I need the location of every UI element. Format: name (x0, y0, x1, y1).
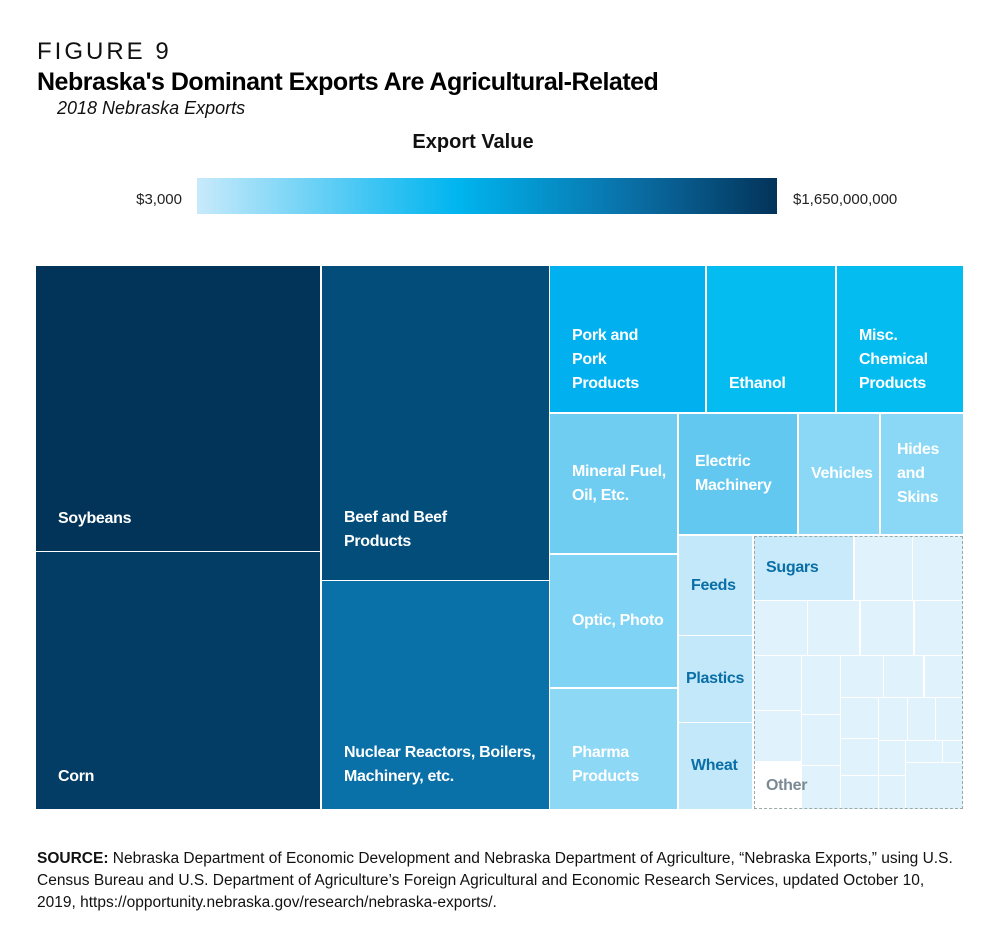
source-note: SOURCE: Nebraska Department of Economic … (37, 848, 967, 914)
treemap-cell-other-item (906, 741, 942, 762)
treemap-cell-wheat: Wheat (679, 723, 752, 809)
treemap-cell-other-item (943, 741, 963, 762)
legend-max-label: $1,650,000,000 (793, 191, 898, 208)
legend-gradient (197, 178, 777, 214)
treemap-cell-pharma-products: Pharma Products (550, 689, 677, 809)
cell-label: Sugars (766, 559, 819, 576)
cell-label: Hides and Skins (897, 441, 940, 506)
treemap-cell-other-item (802, 715, 840, 765)
treemap-cell-plastics: Plastics (679, 636, 752, 722)
chart-title: Nebraska's Dominant Exports Are Agricult… (37, 68, 659, 96)
legend-min-label: $3,000 (136, 191, 182, 208)
treemap-cell-electric-machinery: Electric Machinery (679, 414, 797, 534)
cell-label: Electric Machinery (695, 453, 772, 494)
cell-label: Plastics (686, 670, 745, 687)
treemap-cell-ethanol: Ethanol (707, 266, 835, 412)
treemap-cell-beef-and-beef-products: Beef and Beef Products (322, 266, 549, 580)
cell-label: Vehicles (811, 465, 873, 482)
cell-label: Pork and Pork Products (572, 327, 639, 392)
treemap-cell-other-item (754, 656, 801, 710)
treemap-cell-other-item (841, 698, 878, 738)
treemap-cell-other-item (855, 536, 912, 600)
treemap-cell-hides-and-skins: Hides and Skins (881, 414, 963, 534)
treemap-cell-other-item (936, 698, 963, 740)
treemap-cell-other-item (879, 698, 907, 740)
source-text: Nebraska Department of Economic Developm… (37, 850, 953, 911)
treemap-cell-soybeans: Soybeans (36, 266, 320, 551)
treemap-cell-other-item (841, 739, 878, 775)
treemap-cell-feeds: Feeds (679, 536, 752, 635)
treemap-cell-other-item (841, 656, 883, 697)
treemap-cell-other-item (861, 601, 913, 655)
cell-label: Nuclear Reactors, Boilers, Machinery, etc… (344, 744, 536, 785)
cell-label: Wheat (691, 757, 738, 774)
treemap-cell-nuclear-reactors-boilers-machinery-etc: Nuclear Reactors, Boilers, Machinery, etc… (322, 581, 549, 809)
treemap-cell-other: Other (754, 762, 807, 809)
treemap-cell-optic-photo: Optic, Photo (550, 555, 677, 687)
cell-label: Feeds (691, 576, 736, 594)
cell-label: Pharma Products (572, 744, 639, 785)
cell-label: Misc. Chemical Products (859, 327, 928, 392)
treemap-cell-other-item (884, 656, 923, 697)
treemap-cell-mineral-fuel-oil-etc: Mineral Fuel, Oil, Etc. (550, 414, 677, 553)
treemap-cell-other-item (915, 601, 963, 655)
treemap-cell-other-item (754, 711, 801, 761)
treemap-cell-other-item (879, 776, 905, 809)
chart-subtitle: 2018 Nebraska Exports (57, 98, 246, 118)
cell-label: Optic, Photo (572, 612, 664, 629)
cell-label: Ethanol (729, 375, 786, 392)
cell-label: Corn (58, 768, 95, 785)
treemap-cell-other-item (913, 536, 963, 600)
treemap-cell-corn: Corn (36, 552, 320, 809)
treemap-cell-other-item (906, 763, 963, 809)
treemap-cell-other-item (808, 601, 859, 655)
cell-label: Soybeans (58, 510, 132, 527)
figure-label: FIGURE 9 (37, 38, 172, 65)
treemap-cell-vehicles: Vehicles (799, 414, 879, 534)
cell-label: Other (766, 776, 808, 794)
treemap-cell-other-item (908, 698, 935, 740)
cell-label: Mineral Fuel, Oil, Etc. (572, 462, 666, 504)
treemap-cell-sugars: Sugars (754, 536, 853, 600)
treemap-cell-pork-and-pork-products: Pork and Pork Products (550, 266, 705, 412)
treemap-cell-other-item (879, 741, 905, 775)
legend-title: Export Value (412, 131, 534, 153)
treemap-cell-other-item (802, 766, 840, 809)
treemap-cell-other-item (925, 656, 963, 697)
treemap-cell-other-item (802, 656, 840, 714)
treemap-cell-other-item (754, 601, 807, 655)
treemap-cell-misc-chemical-products: Misc. Chemical Products (837, 266, 963, 412)
treemap-cell-other-item (841, 776, 878, 809)
source-label: SOURCE: (37, 850, 109, 867)
cell-label: Beef and Beef Products (344, 509, 447, 550)
